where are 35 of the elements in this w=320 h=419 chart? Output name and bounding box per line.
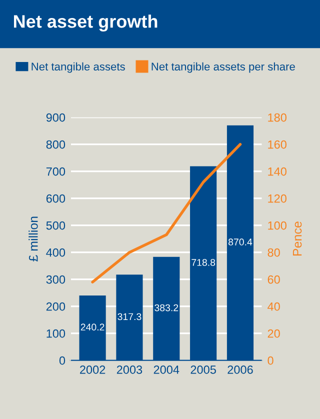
- data-label: 383.2: [154, 304, 178, 312]
- legend-label: Net tangible assets: [32, 62, 125, 73]
- x-tick-label: 2006: [228, 366, 253, 374]
- data-label: 317.3: [118, 313, 142, 320]
- x-tick-label: 2004: [154, 366, 180, 374]
- y-tick-label: 900: [46, 113, 66, 122]
- y-tick-label: 300: [46, 275, 66, 284]
- y2-tick-label: 160: [268, 140, 286, 149]
- data-label: 870.4: [228, 238, 252, 246]
- y-tick-label: 0: [59, 356, 66, 365]
- y-tick-label: 400: [46, 248, 66, 257]
- y-tick-label: 100: [46, 329, 66, 338]
- y2-tick-label: 60: [268, 275, 280, 284]
- x-tick-label: 2002: [80, 366, 106, 374]
- y-tick-label: 700: [46, 167, 66, 176]
- legend-label: Net tangible assets per share: [152, 62, 295, 73]
- y-axis-title: £ million: [28, 216, 38, 262]
- y-tick-label: 200: [46, 302, 66, 311]
- y-tick-label: 800: [46, 140, 66, 149]
- y2-tick-label: 40: [268, 302, 280, 311]
- y2-axis-title: Pence: [292, 222, 302, 256]
- x-tick-label: 2005: [190, 366, 216, 374]
- y2-tick-label: 80: [268, 248, 280, 257]
- y-tick-label: 500: [46, 221, 66, 230]
- data-label: 718.8: [192, 259, 216, 266]
- x-tick-label: 2003: [116, 366, 142, 374]
- chart-title: Net asset growth: [14, 14, 158, 32]
- y2-tick-label: 180: [268, 113, 286, 122]
- y2-tick-label: 140: [268, 167, 286, 176]
- y-tick-label: 600: [46, 194, 66, 203]
- y2-tick-label: 100: [268, 221, 286, 230]
- y2-tick-label: 120: [268, 194, 286, 203]
- y2-tick-label: 20: [268, 329, 280, 338]
- y2-tick-label: 0: [268, 356, 274, 365]
- data-label: 240.2: [80, 324, 104, 331]
